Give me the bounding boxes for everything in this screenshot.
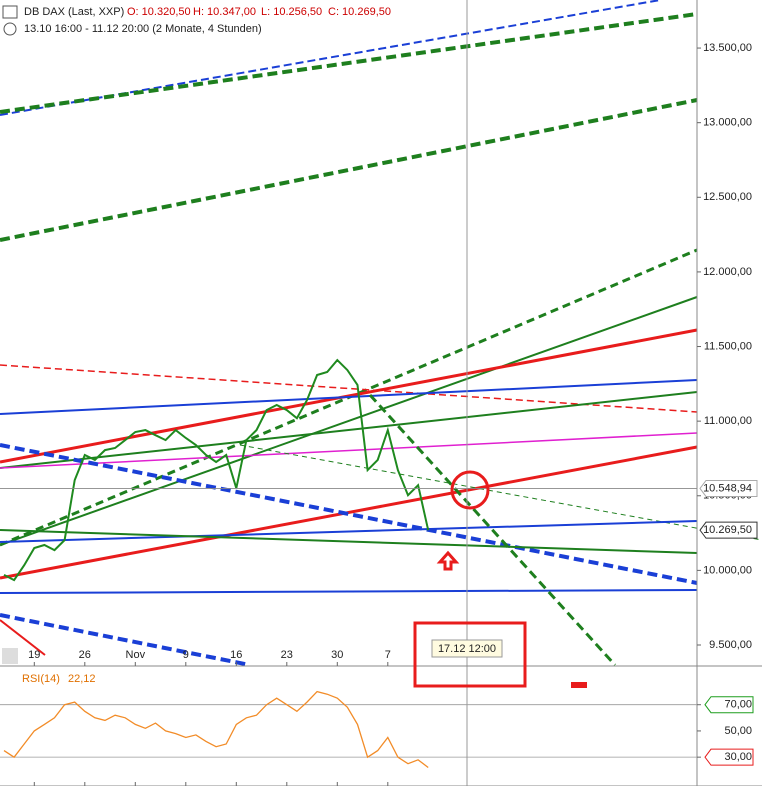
y-tick-label: 50,00: [724, 725, 752, 737]
series-line: [3, 358, 430, 582]
quote-open: O: 10.320,50: [127, 6, 191, 18]
annotations: [413, 470, 587, 688]
x-tick-label: 19: [28, 649, 40, 661]
x-tick-label: 16: [230, 649, 242, 661]
crosshair-box: [431, 639, 503, 658]
nav-button[interactable]: [2, 648, 18, 664]
quote-high: H: 10.347,00: [193, 6, 256, 18]
chart-icon[interactable]: [2, 5, 18, 19]
y-tick-label: 9.500,00: [709, 639, 752, 651]
x-tick-label: Nov: [126, 649, 146, 661]
x-tick-label: 7: [385, 649, 391, 661]
marker-box: [699, 479, 758, 497]
chart-title: DB DAX (Last, XXP): [24, 6, 124, 18]
series-line: [3, 690, 429, 769]
marker-box: [699, 521, 758, 539]
y-tick-label: 11.500,00: [704, 340, 752, 352]
clock-icon: [3, 22, 17, 36]
y-tick-label: 11.000,00: [704, 415, 752, 427]
rsi-title: RSI(14): [22, 673, 60, 685]
marker-label: 10.548,94: [703, 482, 752, 494]
x-tick-label: 26: [79, 649, 91, 661]
y-tick-label: 70,00: [724, 699, 752, 711]
x-tick-label: 23: [281, 649, 293, 661]
marker-label: 10.269,50: [703, 524, 752, 536]
y-tick-label: 10.000,00: [703, 564, 752, 576]
y-tick-label: 30,00: [724, 751, 752, 763]
quote-low: L: 10.256,50: [261, 6, 322, 18]
chart-subtitle: 13.10 16:00 - 11.12 20:00 (2 Monate, 4 S…: [24, 23, 262, 35]
x-tick-label: 30: [331, 649, 343, 661]
y-tick-box: [704, 748, 754, 766]
quote-close: C: 10.269,50: [328, 6, 391, 18]
y-tick-label: 12.000,00: [703, 266, 752, 278]
rsi-current: 22,12: [68, 673, 96, 685]
y-tick-label: 13.000,00: [703, 117, 752, 129]
y-tick-label: 13.500,00: [703, 42, 752, 54]
y-tick-box: [704, 696, 754, 714]
crosshair-label: 17.12 12:00: [438, 643, 496, 655]
x-tick-label: 9: [183, 649, 189, 661]
y-tick-label: 12.500,00: [703, 191, 752, 203]
